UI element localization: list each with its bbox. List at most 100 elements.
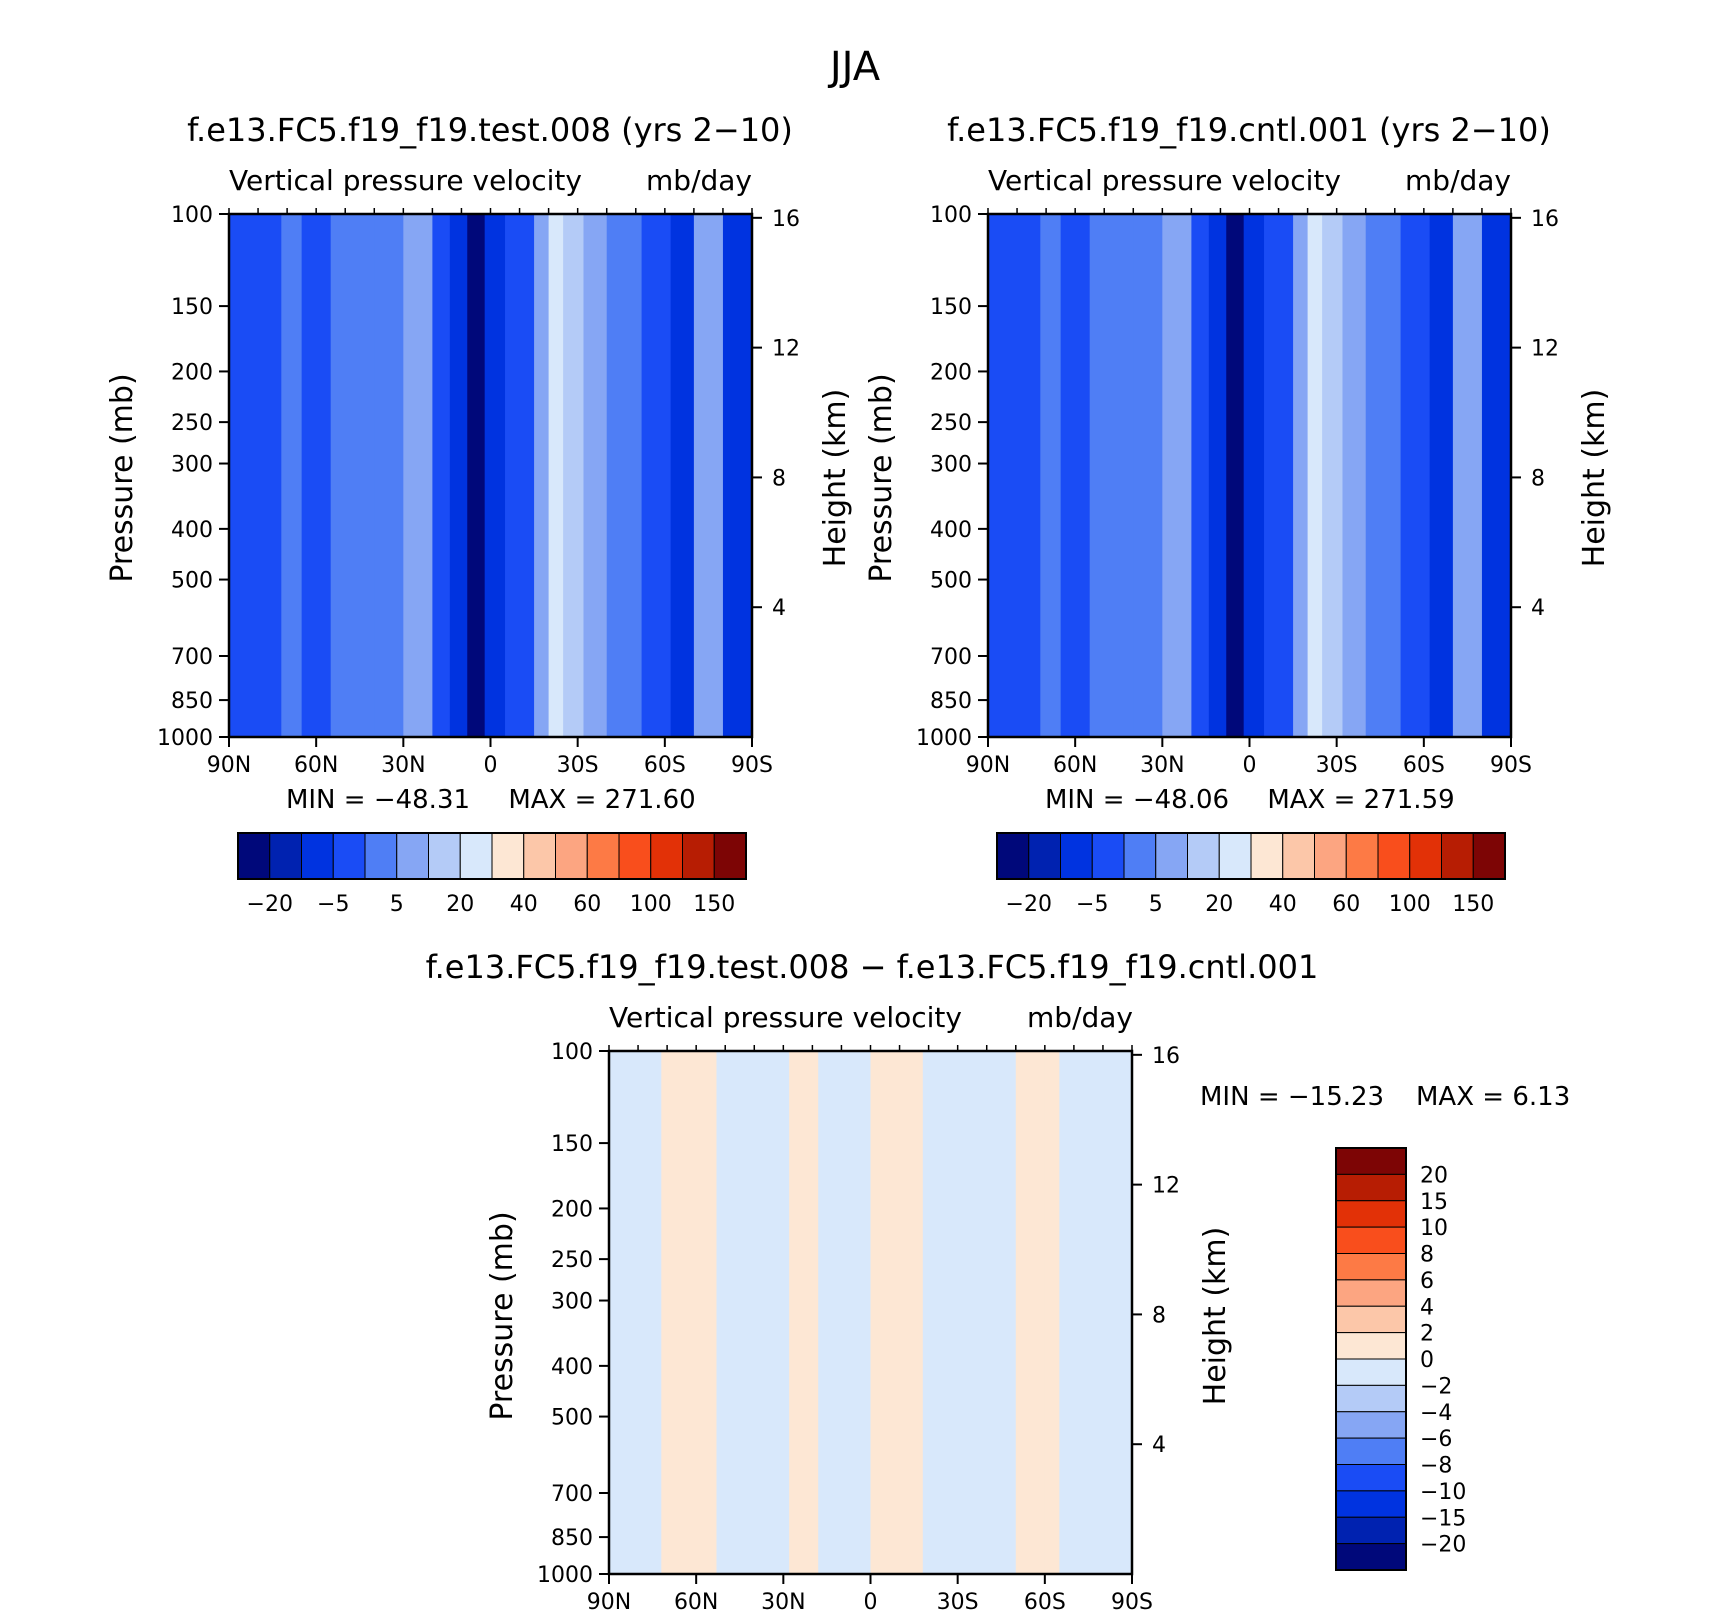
contour-band xyxy=(301,214,332,737)
contour-band xyxy=(1452,214,1483,737)
colorbar-label: 100 xyxy=(630,892,672,917)
y-right-tick-label: 16 xyxy=(772,207,800,232)
y-tick-label: 700 xyxy=(930,645,972,670)
panel-cntl-plot: 100 150 200 250 300 400 500 700 850 1000 16 12 8 4 90N… xyxy=(916,203,1559,778)
colorbar-swatch xyxy=(523,832,556,880)
colorbar-swatch xyxy=(1472,832,1506,880)
y-right-tick-label: 12 xyxy=(772,337,800,362)
x-tick-label: 90S xyxy=(731,753,773,778)
colorbar-label: 8 xyxy=(1420,1243,1434,1268)
panel-test-plot: 100 150 200 250 300 400 500 700 850 1000 16 12 8 4 90N… xyxy=(157,203,800,778)
y-right-tick-label: 12 xyxy=(1152,1174,1180,1199)
panel-diff-min: MIN = −15.23 xyxy=(1200,1082,1384,1112)
y-tick-label: 100 xyxy=(551,1040,593,1065)
panel-test-max: MAX = 271.60 xyxy=(508,785,695,815)
contour-band xyxy=(374,214,404,737)
x-tick-label: 90N xyxy=(966,753,1010,778)
y-tick-label: 250 xyxy=(551,1248,593,1273)
colorbar-frame xyxy=(237,832,747,880)
contour-band xyxy=(1040,214,1062,737)
x-tick-label: 60N xyxy=(1053,753,1097,778)
panel-cntl-ylabel: Pressure (mb) xyxy=(864,373,899,582)
colorbar-label: −20 xyxy=(1006,892,1052,917)
colorbar-swatch xyxy=(650,832,683,880)
colorbar-swatch xyxy=(682,832,715,880)
x-tick-label: 0 xyxy=(484,753,498,778)
colorbar-swatch xyxy=(1409,832,1442,880)
x-tick-label: 90N xyxy=(207,753,251,778)
colorbar-frame xyxy=(1335,1147,1407,1571)
colorbar-swatch xyxy=(1187,832,1220,880)
colorbar-label: 60 xyxy=(1332,892,1360,917)
contour-band xyxy=(484,214,506,737)
x-tick-label: 90N xyxy=(587,1590,631,1615)
colorbar-swatch xyxy=(1335,1437,1407,1465)
colorbar-label: −5 xyxy=(1076,892,1108,917)
contour-band xyxy=(449,214,468,737)
contour-band xyxy=(1133,214,1163,737)
y-tick-label: 250 xyxy=(171,411,213,436)
colorbar-label: −20 xyxy=(1420,1533,1466,1558)
colorbar-swatch xyxy=(1335,1384,1407,1413)
colorbar-swatch xyxy=(269,832,302,880)
colorbar-label: 15 xyxy=(1420,1190,1448,1215)
colorbar-swatch xyxy=(1345,832,1379,880)
contour-band xyxy=(1400,214,1431,737)
x-tick-label: 30N xyxy=(381,753,425,778)
panel-diff-title: f.e13.FC5.f19_f19.test.008 − f.e13.FC5.f… xyxy=(426,948,1319,986)
contour-band xyxy=(670,214,695,737)
contour-band xyxy=(1059,1051,1133,1574)
colorbar-swatch xyxy=(1335,1253,1407,1281)
colorbar-swatch xyxy=(713,832,747,880)
contour-band xyxy=(432,214,451,737)
y-tick-label: 700 xyxy=(551,1482,593,1507)
panel-test-title: f.e13.FC5.f19_f19.test.008 (yrs 2−10) xyxy=(187,111,793,149)
colorbar-label: 20 xyxy=(446,892,474,917)
colorbar-swatch xyxy=(1123,832,1157,880)
contour-band xyxy=(1307,214,1323,737)
colorbar-swatch xyxy=(1335,1411,1407,1439)
contour-band xyxy=(754,1051,790,1574)
colorbar-label: −8 xyxy=(1420,1454,1452,1479)
colorbar-swatch xyxy=(586,832,620,880)
colorbar-label: 40 xyxy=(1269,892,1297,917)
y-right-tick-label: 8 xyxy=(1531,466,1545,491)
panel-test-ylabel-right: Height (km) xyxy=(818,389,853,568)
colorbar-swatch xyxy=(301,832,334,880)
contour-band xyxy=(1293,214,1309,737)
x-tick-label: 0 xyxy=(1243,753,1257,778)
contour-band xyxy=(1322,214,1344,737)
panel-diff-ylabel-right: Height (km) xyxy=(1198,1227,1233,1406)
x-tick-label: 90S xyxy=(1490,753,1532,778)
colorbar-swatch xyxy=(237,832,271,880)
y-right-tick-label: 16 xyxy=(1531,207,1559,232)
y-tick-label: 850 xyxy=(551,1526,593,1551)
panel-cntl-ylabel-right: Height (km) xyxy=(1577,389,1612,568)
contour-band xyxy=(505,214,535,737)
colorbar-label: −4 xyxy=(1420,1401,1452,1426)
contour-band xyxy=(1243,214,1265,737)
colorbar-label: −15 xyxy=(1420,1506,1466,1531)
contour-band xyxy=(1208,214,1227,737)
colorbar-swatch xyxy=(1335,1358,1407,1386)
y-tick-label: 400 xyxy=(930,518,972,543)
colorbar-swatch xyxy=(1155,832,1188,880)
x-tick-label: 90S xyxy=(1111,1590,1153,1615)
colorbar-label: −6 xyxy=(1420,1427,1452,1452)
contour-band xyxy=(1365,214,1402,737)
contour-band xyxy=(1481,214,1512,737)
y-tick-label: 700 xyxy=(171,645,213,670)
y-tick-label: 250 xyxy=(930,411,972,436)
y-tick-label: 1000 xyxy=(916,726,972,751)
colorbar-label: 5 xyxy=(390,892,404,917)
contour-band xyxy=(563,214,585,737)
panel-cntl: f.e13.FC5.f19_f19.cntl.001 (yrs 2−10) Ve… xyxy=(864,111,1612,917)
y-tick-label: 100 xyxy=(171,203,213,228)
colorbar-swatch xyxy=(1335,1332,1407,1360)
contour-band xyxy=(1342,214,1367,737)
x-tick-label: 30S xyxy=(937,1590,979,1615)
contour-band xyxy=(1060,214,1091,737)
colorbar-swatch xyxy=(491,832,525,880)
